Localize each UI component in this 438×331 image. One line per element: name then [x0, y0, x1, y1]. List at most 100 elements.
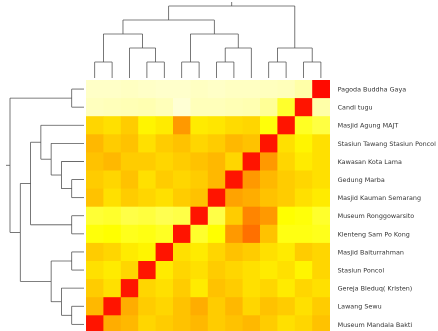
- heatmap-cell-r1-c0: [86, 98, 104, 117]
- heatmap-cell-r11-c6: [190, 279, 209, 298]
- heatmap-cell-r4-c1: [103, 152, 122, 171]
- heatmap-cell-r12-c9: [242, 297, 261, 316]
- heatmap-cell-r6-c1: [103, 188, 122, 208]
- heatmap-cell-r9-c5: [173, 242, 191, 262]
- heatmap-cell-r1-c10: [260, 98, 278, 117]
- heatmap-cell-r5-c5: [173, 170, 191, 189]
- heatmap-cell-r2-c2: [120, 116, 139, 135]
- heatmap-cell-r5-c3: [138, 170, 156, 189]
- heatmap-cell-r9-c7: [207, 242, 226, 262]
- heatmap-cell-r13-c11: [277, 315, 296, 331]
- heatmap-cell-r10-c7: [207, 261, 226, 280]
- heatmap-cell-r12-c7: [207, 297, 226, 316]
- heatmap-cell-r3-c5: [173, 134, 191, 153]
- heatmap-cell-r3-c8: [225, 134, 243, 153]
- heatmap-cell-r7-c6: [190, 206, 209, 226]
- heatmap-cell-r2-c5: [173, 116, 191, 135]
- row-label: Stasiun Poncol: [338, 266, 385, 274]
- heatmap-cell-r6-c2: [120, 188, 139, 208]
- heatmap-cell-r0-c6: [190, 80, 209, 99]
- row-label: Museum Ronggowarsito: [338, 212, 415, 220]
- heatmap-cell-r4-c8: [225, 152, 243, 171]
- heatmap-cell-r5-c12: [294, 170, 313, 189]
- row-label: Gedung Marba: [338, 176, 385, 184]
- heatmap-cell-r3-c7: [207, 134, 226, 153]
- heatmap-cell-r9-c8: [225, 242, 243, 262]
- heatmap-cell-r10-c9: [242, 261, 261, 280]
- heatmap-cell-r3-c4: [155, 134, 174, 153]
- heatmap-cell-r11-c10: [260, 279, 278, 298]
- heatmap-cell-r10-c10: [260, 261, 278, 280]
- heatmap-cell-r8-c0: [86, 224, 104, 244]
- heatmap-cell-r9-c13: [312, 242, 330, 262]
- heatmap-cell-r4-c2: [120, 152, 139, 171]
- heatmap-cell-r12-c10: [260, 297, 278, 316]
- heatmap-cell-r3-c1: [103, 134, 122, 153]
- row-label: Gereja Bleduq( Kristen): [338, 285, 413, 293]
- heatmap-cell-r2-c11: [277, 116, 296, 135]
- heatmap-cell-r7-c7: [207, 206, 226, 226]
- heatmap-cell-r8-c2: [120, 224, 139, 244]
- heatmap-cell-r0-c4: [155, 80, 174, 99]
- heatmap-cell-r5-c0: [86, 170, 104, 189]
- heatmap-cell-r7-c4: [155, 206, 174, 226]
- heatmap-cell-r13-c5: [173, 315, 191, 331]
- row-label: Klenteng Sam Po Kong: [338, 230, 410, 238]
- heatmap-cell-r5-c7: [207, 170, 226, 189]
- heatmap-cell-r6-c6: [190, 188, 209, 208]
- heatmap-cell-r2-c9: [242, 116, 261, 135]
- heatmap-cell-r8-c9: [242, 224, 261, 244]
- heatmap-cell-r10-c1: [103, 261, 122, 280]
- heatmap-cell-r0-c13: [312, 80, 330, 99]
- heatmap-cell-r7-c12: [294, 206, 313, 226]
- heatmap-cell-r5-c2: [120, 170, 139, 189]
- heatmap-cell-r12-c11: [277, 297, 296, 316]
- heatmap-cell-r5-c4: [155, 170, 174, 189]
- heatmap-cell-r6-c9: [242, 188, 261, 208]
- heatmap-cell-r0-c3: [138, 80, 156, 99]
- heatmap-cell-r13-c3: [138, 315, 156, 331]
- heatmap-cell-r4-c0: [86, 152, 104, 171]
- row-label: Pagoda Buddha Gaya: [338, 85, 407, 93]
- heatmap-cell-r12-c2: [120, 297, 139, 316]
- heatmap-cell-r2-c10: [260, 116, 278, 135]
- heatmap-cell-r11-c9: [242, 279, 261, 298]
- heatmap-cell-r0-c0: [86, 80, 104, 99]
- heatmap-cell-r1-c7: [207, 98, 226, 117]
- heatmap-cell-r4-c5: [173, 152, 191, 171]
- heatmap-cell-r6-c3: [138, 188, 156, 208]
- heatmap-cell-r2-c4: [155, 116, 174, 135]
- heatmap-cell-r8-c8: [225, 224, 243, 244]
- heatmap-cell-r6-c11: [277, 188, 296, 208]
- heatmap-cell-r13-c13: [312, 315, 330, 331]
- heatmap-cell-r12-c13: [312, 297, 330, 316]
- heatmap-cell-r9-c11: [277, 242, 296, 262]
- row-label: Kawasan Kota Lama: [338, 158, 402, 166]
- heatmap-cell-r10-c11: [277, 261, 296, 280]
- heatmap-cell-r4-c10: [260, 152, 278, 171]
- heatmap-cell-r1-c9: [242, 98, 261, 117]
- row-label: Candi tugu: [338, 104, 373, 112]
- heatmap-cell-r8-c6: [190, 224, 209, 244]
- heatmap-cell-r1-c12: [294, 98, 313, 117]
- heatmap-cell-r11-c0: [86, 279, 104, 298]
- heatmap-cell-r9-c6: [190, 242, 209, 262]
- heatmap-cell-r4-c11: [277, 152, 296, 171]
- heatmap-cell-r8-c3: [138, 224, 156, 244]
- heatmap-cell-r0-c10: [260, 80, 278, 99]
- heatmap-cell-r11-c8: [225, 279, 243, 298]
- heatmap-cell-r4-c3: [138, 152, 156, 171]
- heatmap-cell-r6-c10: [260, 188, 278, 208]
- heatmap-cell-r1-c6: [190, 98, 209, 117]
- heatmap-cell-r5-c10: [260, 170, 278, 189]
- heatmap-cell-r5-c1: [103, 170, 122, 189]
- heatmap-cell-r6-c0: [86, 188, 104, 208]
- row-label: Masjid Agung MAJT: [338, 122, 399, 130]
- heatmap-cell-r2-c13: [312, 116, 330, 135]
- heatmap-cell-r8-c5: [173, 224, 191, 244]
- heatmap-cell-r10-c8: [225, 261, 243, 280]
- heatmap-cell-r6-c4: [155, 188, 174, 208]
- heatmap-cell-r9-c0: [86, 242, 104, 262]
- heatmap-cell-r13-c4: [155, 315, 174, 331]
